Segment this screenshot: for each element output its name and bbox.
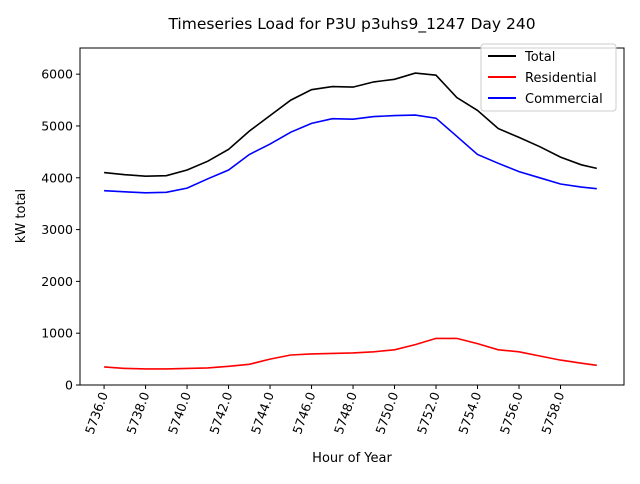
x-axis: 5736.0 5738.0 5740.0 5742.0 5744.0 5746.0 5748… bbox=[82, 385, 567, 436]
y-axis-label: kW total bbox=[14, 189, 29, 243]
x-tick-label: 5756.0 bbox=[497, 390, 526, 436]
y-tick-label: 1000 bbox=[41, 326, 73, 341]
y-tick-label: 2000 bbox=[41, 274, 73, 289]
y-axis: 0 1000 2000 3000 4000 5000 6000 bbox=[41, 67, 80, 393]
axes-frame bbox=[79, 47, 625, 386]
x-tick-label: 5738.0 bbox=[123, 390, 152, 436]
series-line-residential bbox=[104, 337, 597, 370]
x-tick-label: 5758.0 bbox=[538, 390, 567, 436]
x-tick-label: 5744.0 bbox=[248, 390, 277, 436]
series-line-total bbox=[104, 72, 597, 178]
y-tick-label: 6000 bbox=[41, 67, 73, 82]
series-line-commercial bbox=[104, 114, 597, 194]
x-tick-label: 5750.0 bbox=[372, 390, 401, 436]
y-tick-label: 5000 bbox=[41, 118, 73, 133]
y-tick-label: 3000 bbox=[41, 222, 73, 237]
chart-title: Timeseries Load for P3U p3uhs9_1247 Day … bbox=[167, 15, 535, 34]
x-tick-label: 5746.0 bbox=[289, 390, 318, 436]
legend-label-residential: Residential bbox=[525, 71, 597, 86]
legend-label-commercial: Commercial bbox=[525, 92, 603, 107]
x-tick-label: 5740.0 bbox=[165, 390, 194, 436]
y-tick-label: 0 bbox=[65, 378, 73, 393]
legend-label-total: Total bbox=[524, 50, 555, 65]
plot-lines bbox=[104, 72, 597, 370]
x-axis-label: Hour of Year bbox=[312, 451, 392, 466]
x-tick-label: 5748.0 bbox=[331, 390, 360, 436]
y-tick-label: 4000 bbox=[41, 170, 73, 185]
x-tick-label: 5754.0 bbox=[455, 390, 484, 436]
legend: Total Residential Commercial bbox=[480, 43, 617, 112]
legend-box bbox=[480, 43, 617, 112]
x-tick-label: 5752.0 bbox=[414, 390, 443, 436]
x-tick-label: 5736.0 bbox=[82, 390, 111, 436]
x-tick-label: 5742.0 bbox=[206, 390, 235, 436]
